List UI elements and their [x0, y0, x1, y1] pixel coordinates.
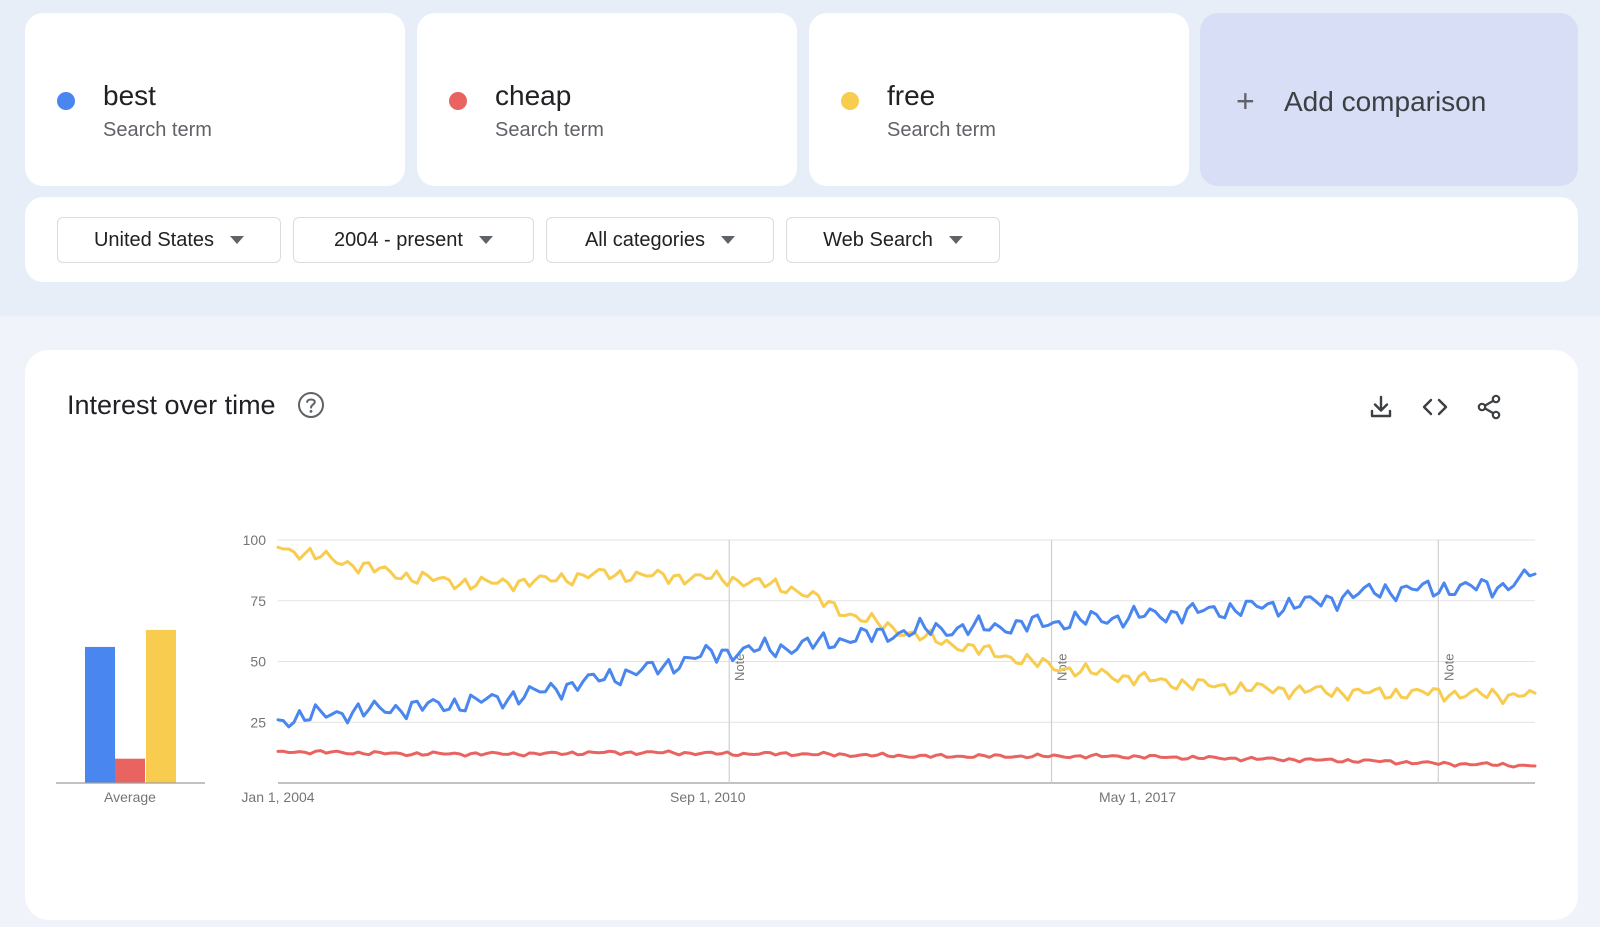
- average-bar-cheap[interactable]: [115, 758, 145, 783]
- term-type: Search term: [103, 119, 212, 141]
- note-label[interactable]: Note: [732, 653, 747, 680]
- x-tick-label: Jan 1, 2004: [241, 789, 314, 805]
- term-color-dot: [841, 92, 859, 110]
- term-card-free[interactable]: free Search term: [809, 13, 1189, 186]
- term-card-cheap[interactable]: cheap Search term: [417, 13, 797, 186]
- term-type: Search term: [887, 119, 996, 141]
- download-icon[interactable]: [1366, 392, 1396, 422]
- chevron-down-icon: [230, 236, 245, 244]
- panel-title: Interest over time: [67, 390, 276, 420]
- chevron-down-icon: [478, 236, 493, 244]
- average-label: Average: [104, 789, 156, 805]
- embed-icon[interactable]: [1420, 392, 1450, 422]
- x-tick-label: May 1, 2017: [1099, 789, 1176, 805]
- x-tick-label: Sep 1, 2010: [670, 789, 746, 805]
- note-label[interactable]: Note: [1055, 653, 1070, 680]
- category-filter-label: All categories: [584, 228, 706, 251]
- series-line-best[interactable]: [276, 568, 1537, 729]
- category-filter[interactable]: All categories: [546, 217, 774, 263]
- time-range-filter[interactable]: 2004 - present: [293, 217, 534, 263]
- search-type-filter-label: Web Search: [823, 228, 933, 251]
- y-tick-label: 50: [250, 654, 266, 670]
- add-comparison-button[interactable]: + Add comparison: [1200, 13, 1578, 186]
- share-icon[interactable]: [1474, 392, 1504, 422]
- time-range-filter-label: 2004 - present: [334, 228, 463, 251]
- term-type: Search term: [495, 119, 604, 141]
- series-line-cheap[interactable]: [276, 749, 1537, 769]
- region-filter-label: United States: [93, 228, 215, 251]
- term-card-best[interactable]: best Search term: [25, 13, 405, 186]
- term-name[interactable]: best: [103, 80, 156, 111]
- chevron-down-icon: [721, 236, 736, 244]
- term-color-dot: [449, 92, 467, 110]
- term-name[interactable]: free: [887, 80, 936, 111]
- note-label[interactable]: Note: [1441, 653, 1456, 680]
- y-tick-label: 25: [250, 714, 266, 730]
- y-tick-label: 75: [250, 593, 266, 609]
- average-bar-free[interactable]: [146, 629, 176, 783]
- chevron-down-icon: [948, 236, 963, 244]
- filter-bar: United States 2004 - present All categor…: [25, 197, 1578, 282]
- term-name[interactable]: cheap: [495, 80, 572, 111]
- y-tick-label: 100: [243, 532, 267, 548]
- search-type-filter[interactable]: Web Search: [786, 217, 1000, 263]
- interest-over-time-panel: 25 50 75 100 Jan 1, 2004 Sep 1, 2010 May 1, 20…: [25, 350, 1578, 920]
- average-bar-best[interactable]: [85, 646, 115, 783]
- add-comparison-label: Add comparison: [1284, 86, 1487, 117]
- series-line-free[interactable]: [276, 545, 1537, 706]
- region-filter[interactable]: United States: [57, 217, 281, 263]
- help-icon[interactable]: [297, 391, 325, 419]
- interest-over-time-chart[interactable]: 25 50 75 100 Jan 1, 2004 Sep 1, 2010 May 1, 20…: [25, 350, 1578, 920]
- plus-icon: +: [1236, 83, 1255, 119]
- term-color-dot: [57, 92, 75, 110]
